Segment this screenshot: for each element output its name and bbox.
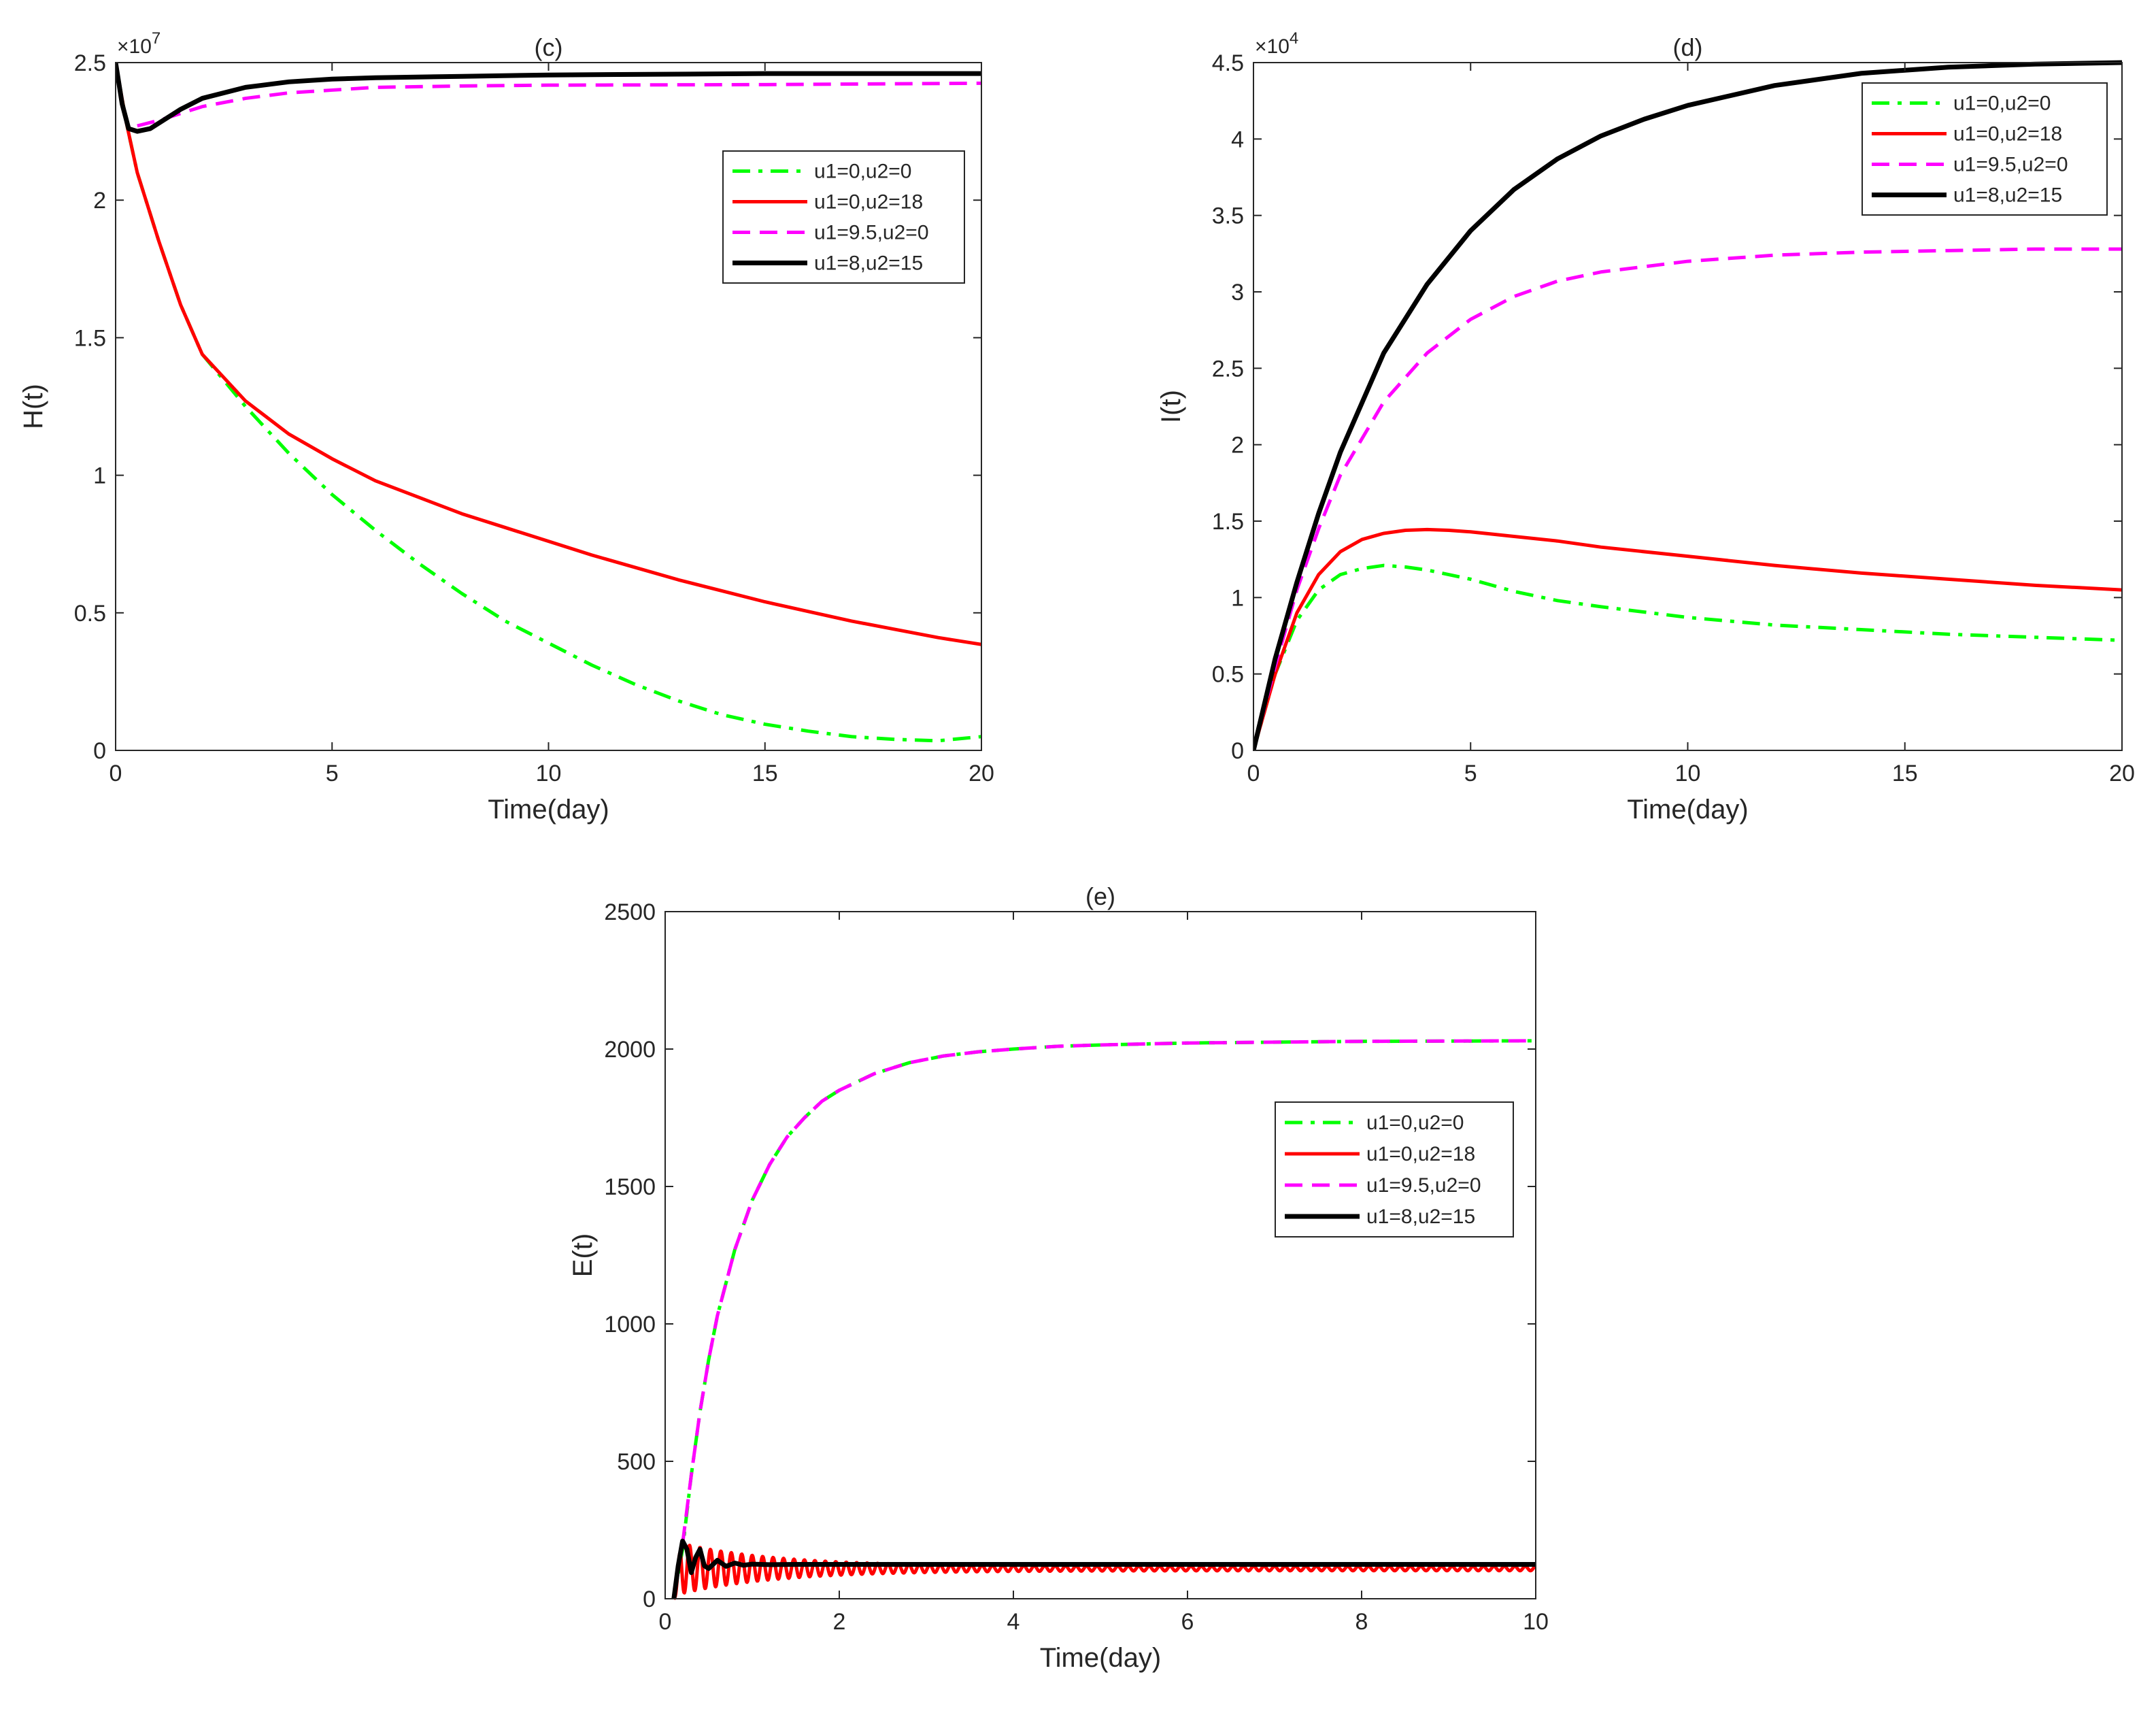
legend-label-3: u1=9.5,u2=0 bbox=[1366, 1174, 1481, 1197]
legend-label-3: u1=9.5,u2=0 bbox=[1953, 154, 2068, 176]
x-tick-label: 10 bbox=[1523, 1609, 1549, 1635]
legend: u1=0,u2=0 u1=0,u2=18 u1=9.5,u2=0 u1=8,u2=15 bbox=[1862, 82, 2108, 216]
x-tick-label: 10 bbox=[536, 761, 562, 786]
y-tick-label: 1 bbox=[93, 463, 106, 489]
legend: u1=0,u2=0 u1=0,u2=18 u1=9.5,u2=0 u1=8,u2=15 bbox=[1275, 1101, 1514, 1237]
legend-label-4: u1=8,u2=15 bbox=[814, 252, 923, 275]
legend-label-4: u1=8,u2=15 bbox=[1366, 1206, 1475, 1228]
series-group bbox=[1253, 60, 2122, 751]
y-tick-label: 4.5 bbox=[1212, 50, 1244, 76]
chart-title: (c) bbox=[535, 33, 563, 61]
series-line-4 bbox=[116, 62, 981, 134]
y-exponent-power: 7 bbox=[152, 29, 161, 48]
y-tick-label: 0 bbox=[643, 1587, 656, 1612]
y-tick-label: 3 bbox=[1231, 280, 1244, 305]
chart-panel-c: 0 5 10 15 2000.511.522.5×107 (c)Time(day)H(t)… bbox=[18, 29, 994, 825]
y-axis-label: E(t) bbox=[568, 1233, 598, 1277]
x-tick-label: 10 bbox=[1675, 761, 1701, 786]
legend-label-2: u1=0,u2=18 bbox=[1366, 1143, 1475, 1165]
y-tick-label: 2000 bbox=[604, 1037, 656, 1063]
series-line-2 bbox=[673, 1544, 1536, 1601]
x-tick-label: 20 bbox=[968, 761, 994, 786]
y-tick-label: 3.5 bbox=[1212, 203, 1244, 229]
legend: u1=0,u2=0 u1=0,u2=18 u1=9.5,u2=0 u1=8,u2=15 bbox=[722, 150, 965, 284]
y-tick-label: 2500 bbox=[604, 899, 656, 925]
x-tick-label: 15 bbox=[1892, 761, 1918, 786]
x-tick-label: 0 bbox=[1247, 761, 1260, 786]
series-line-3 bbox=[137, 81, 981, 128]
y-tick-label: 1.5 bbox=[1212, 509, 1244, 535]
y-tick-label: 500 bbox=[617, 1449, 656, 1475]
x-axis-label: Time(day) bbox=[1627, 795, 1749, 825]
y-tick-label: 2.5 bbox=[74, 50, 106, 76]
x-tick-label: 20 bbox=[2109, 761, 2135, 786]
legend-label-2: u1=0,u2=18 bbox=[814, 191, 923, 214]
chart-title: (d) bbox=[1673, 33, 1703, 61]
x-axis-label: Time(day) bbox=[1040, 1643, 1162, 1673]
series-line-3 bbox=[681, 1039, 1536, 1544]
plot-area bbox=[665, 912, 1536, 1599]
y-tick-label: 1.5 bbox=[74, 325, 106, 351]
series-line-2 bbox=[116, 62, 981, 646]
legend-label-1: u1=0,u2=0 bbox=[1953, 93, 2051, 115]
y-tick-label: 4 bbox=[1231, 127, 1244, 152]
y-tick-label: 2 bbox=[93, 188, 106, 214]
y-tick-label: 0 bbox=[93, 738, 106, 764]
y-tick-label: 2 bbox=[1231, 433, 1244, 459]
x-tick-label: 15 bbox=[752, 761, 778, 786]
x-tick-label: 2 bbox=[833, 1609, 846, 1635]
y-tick-label: 1 bbox=[1231, 585, 1244, 611]
x-tick-label: 6 bbox=[1181, 1609, 1194, 1635]
x-tick-label: 8 bbox=[1355, 1609, 1368, 1635]
plot-frame bbox=[664, 911, 1536, 1599]
chart-panel-e: 0 2 4 6 8 10 0 500 1000 1500 2000 2500 (e) Time(day) E… bbox=[568, 882, 1549, 1673]
x-tick-label: 0 bbox=[110, 761, 122, 786]
x-axis-label: Time(day) bbox=[488, 795, 609, 825]
series-group bbox=[116, 62, 981, 743]
y-tick-label: 0.5 bbox=[1212, 662, 1244, 688]
legend-label-4: u1=8,u2=15 bbox=[1953, 184, 2062, 207]
chart-title: (e) bbox=[1085, 882, 1115, 910]
series-group bbox=[671, 1039, 1536, 1601]
series-line-2 bbox=[1253, 527, 2122, 751]
legend-label-1: u1=0,u2=0 bbox=[814, 161, 911, 183]
y-exponent-power: 4 bbox=[1290, 29, 1298, 48]
x-tick-label: 5 bbox=[1464, 761, 1477, 786]
y-tick-label: 0 bbox=[1231, 738, 1244, 764]
chart-panel-d: 0 5 10 15 2000.511.522.533.544.5×104 (d)Time(… bbox=[1156, 29, 2135, 825]
y-tick-label: 0.5 bbox=[74, 601, 106, 627]
legend-label-3: u1=9.5,u2=0 bbox=[814, 222, 929, 244]
x-tick-label: 4 bbox=[1007, 1609, 1020, 1635]
legend-label-1: u1=0,u2=0 bbox=[1366, 1112, 1464, 1134]
x-tick-label: 5 bbox=[326, 761, 339, 786]
x-tick-label: 0 bbox=[659, 1609, 672, 1635]
series-line-1 bbox=[1253, 563, 2122, 751]
y-axis-label: I(t) bbox=[1156, 390, 1186, 423]
y-tick-label: 1000 bbox=[604, 1312, 656, 1338]
series-line-4 bbox=[671, 1538, 1536, 1599]
series-line-4 bbox=[1253, 60, 2122, 751]
y-tick-label: 1500 bbox=[604, 1174, 656, 1200]
y-tick-label: 2.5 bbox=[1212, 356, 1244, 382]
legend-label-2: u1=0,u2=18 bbox=[1953, 123, 2062, 146]
y-axis-label: H(t) bbox=[18, 384, 48, 429]
